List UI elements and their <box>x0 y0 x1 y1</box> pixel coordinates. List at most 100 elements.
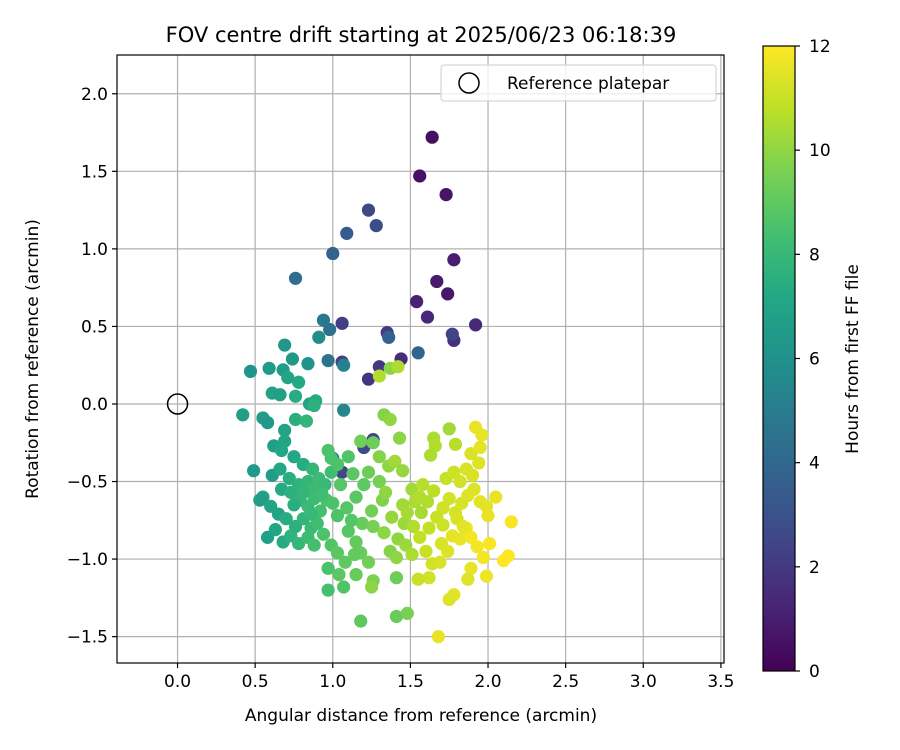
data-point <box>292 536 306 551</box>
colorbar-gradient <box>762 45 796 672</box>
legend: Reference platepar <box>440 64 717 102</box>
colorbar-tick-label: 0 <box>809 662 820 682</box>
data-point <box>299 414 313 428</box>
data-point <box>321 583 335 597</box>
data-point <box>372 474 386 489</box>
data-point <box>470 540 484 554</box>
data-point <box>378 485 393 499</box>
reference-marker <box>166 393 189 415</box>
data-point <box>441 287 455 301</box>
data-point <box>439 187 453 202</box>
data-point <box>361 203 376 217</box>
data-point <box>383 412 397 427</box>
data-point <box>364 580 379 594</box>
data-point <box>301 357 315 371</box>
data-point <box>469 318 483 332</box>
data-point <box>315 487 329 501</box>
data-point <box>400 606 414 620</box>
data-point <box>335 316 349 330</box>
data-point <box>372 360 386 374</box>
colorbar-ticks: 0 2 4 6 8 10 12 <box>795 37 831 682</box>
data-point <box>355 516 369 531</box>
data-point <box>405 547 419 562</box>
x-tick-label: 1.5 <box>397 672 424 692</box>
data-point <box>473 440 487 455</box>
data-point <box>307 538 321 552</box>
data-point <box>357 478 371 492</box>
x-tick-label: 1.0 <box>319 672 346 692</box>
x-tick-label: 3.5 <box>707 672 734 692</box>
plot-frame <box>116 54 725 664</box>
data-point <box>422 571 436 585</box>
data-point <box>475 428 489 442</box>
data-point <box>382 330 396 344</box>
data-point <box>316 527 331 541</box>
data-point <box>236 408 250 422</box>
data-point <box>419 544 433 558</box>
data-point <box>413 169 427 183</box>
data-points <box>236 130 518 644</box>
data-point <box>260 415 275 430</box>
data-point <box>247 464 261 478</box>
x-tick-label: 2.0 <box>475 672 502 692</box>
data-point <box>330 457 345 472</box>
data-point <box>472 456 486 470</box>
data-point <box>326 496 340 510</box>
data-point <box>476 550 490 565</box>
colorbar-tick-label: 2 <box>809 558 820 578</box>
legend-marker-reference <box>458 72 480 94</box>
data-point <box>461 572 475 586</box>
data-point <box>278 423 292 437</box>
data-point <box>366 519 380 534</box>
colorbar-tick-label: 10 <box>809 141 831 161</box>
y-tick-label: −1.5 <box>67 628 108 648</box>
data-point <box>399 538 413 552</box>
data-point <box>413 490 427 504</box>
data-point <box>430 274 444 289</box>
data-point <box>273 462 287 476</box>
data-point <box>282 471 296 486</box>
data-point <box>411 346 425 360</box>
data-point <box>330 546 345 560</box>
data-point <box>344 513 359 527</box>
data-point <box>464 561 478 575</box>
data-point <box>306 462 320 476</box>
data-point <box>288 389 303 403</box>
data-point <box>326 246 340 261</box>
data-point <box>281 371 295 385</box>
x-tick-label: 2.5 <box>552 672 579 692</box>
data-point <box>496 554 511 568</box>
data-point <box>274 443 289 458</box>
grid-lines <box>117 55 724 663</box>
data-point <box>420 310 435 324</box>
data-point <box>422 521 436 535</box>
data-point <box>413 530 427 544</box>
data-point <box>321 443 335 458</box>
y-axis-label: Rotation from reference (arcmin) <box>23 219 43 499</box>
data-point <box>414 505 428 520</box>
data-point <box>482 536 497 551</box>
y-axis-ticks: −1.5 −1.0 −0.5 0.0 0.5 1.0 1.5 2.0 <box>67 85 117 648</box>
data-point <box>410 295 424 309</box>
data-point <box>388 454 402 468</box>
data-point <box>340 501 354 515</box>
colorbar-tick-label: 6 <box>809 350 820 370</box>
data-point <box>347 547 362 562</box>
data-point <box>349 567 363 582</box>
data-point <box>273 388 287 402</box>
data-point <box>253 493 267 507</box>
chart-title: FOV centre drift starting at 2025/06/23 … <box>166 23 677 47</box>
colorbar-label: Hours from first FF file <box>843 264 863 454</box>
data-point <box>456 519 470 534</box>
data-point <box>464 530 478 544</box>
y-tick-label: 0.0 <box>81 395 108 415</box>
data-point <box>332 567 346 582</box>
data-point <box>288 412 303 427</box>
data-point <box>279 512 293 526</box>
data-point <box>489 490 503 504</box>
x-tick-label: 0.0 <box>164 672 191 692</box>
x-axis-ticks: 0.0 0.5 1.0 1.5 2.0 2.5 3.0 3.5 <box>164 663 734 692</box>
data-point <box>416 478 430 492</box>
data-point <box>423 448 438 462</box>
